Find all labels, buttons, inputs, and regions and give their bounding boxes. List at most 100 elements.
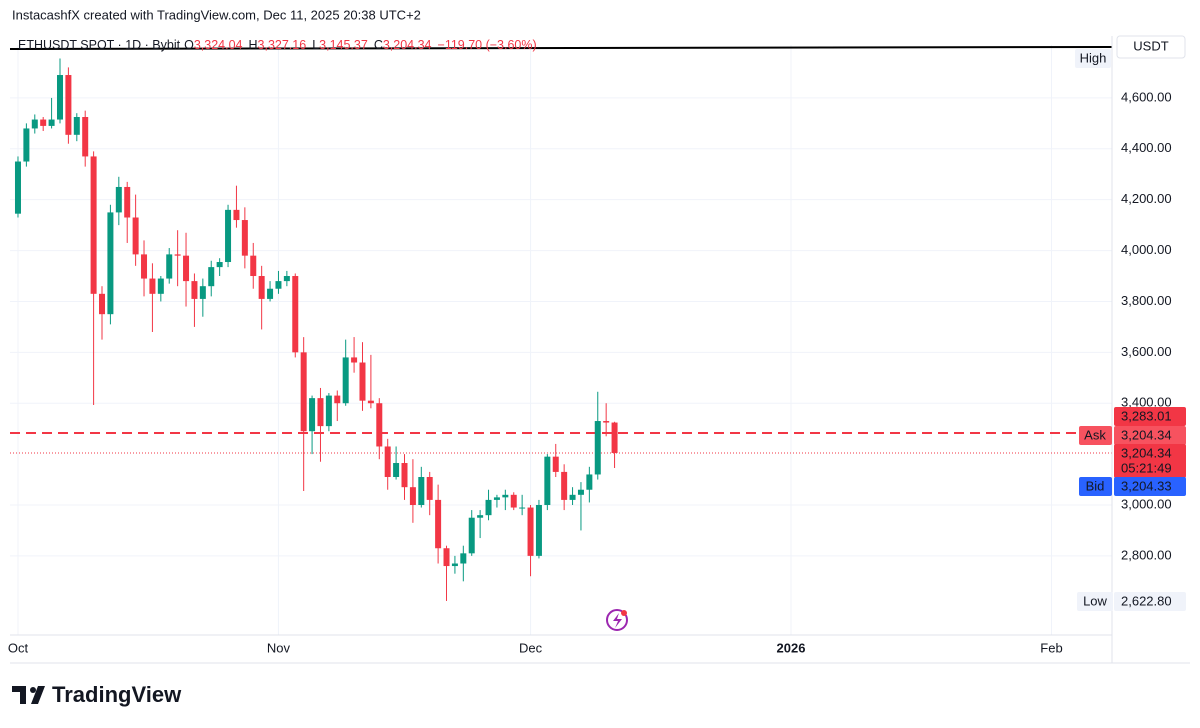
candle-body bbox=[82, 117, 89, 157]
price-label: 3,204.34 bbox=[1121, 427, 1172, 442]
candle-body bbox=[603, 421, 610, 423]
candle-body bbox=[132, 217, 139, 255]
candle-body bbox=[250, 255, 257, 277]
candle-body bbox=[535, 504, 542, 556]
candle-body bbox=[317, 398, 324, 427]
icon-dot[interactable] bbox=[621, 610, 627, 616]
candle-body bbox=[48, 119, 55, 126]
price-label-box bbox=[1114, 477, 1186, 496]
y-tick-label: 2,800.00 bbox=[1121, 547, 1172, 562]
candle-body bbox=[292, 276, 299, 353]
legend: ETHUSDT SPOT · 1D · Bybit O3,324.04 H3,327… bbox=[18, 38, 537, 52]
drawn-line bbox=[9, 46, 1113, 50]
candle-body bbox=[552, 456, 559, 472]
candle-body bbox=[384, 446, 391, 478]
y-tick-label: 3,800.00 bbox=[1121, 293, 1172, 308]
candle-body bbox=[267, 288, 274, 299]
price-label: 3,283.01 bbox=[1121, 408, 1172, 423]
candle-body bbox=[569, 494, 576, 500]
candle-body bbox=[334, 395, 341, 404]
low-value-box bbox=[1114, 591, 1186, 611]
candle-body bbox=[586, 474, 593, 490]
countdown: 05:21:49 bbox=[1121, 460, 1172, 475]
y-tick-label: 4,600.00 bbox=[1121, 89, 1172, 104]
legend-value: 3,327.16 bbox=[258, 38, 307, 52]
candle-body bbox=[216, 262, 223, 268]
candle-body bbox=[225, 209, 232, 263]
candle-body bbox=[418, 477, 425, 505]
candle-body bbox=[208, 267, 215, 287]
legend-value: 3,324.04 bbox=[194, 38, 243, 52]
price-tag: Ask bbox=[1084, 427, 1106, 442]
currency[interactable]: USDT bbox=[1133, 38, 1168, 53]
y-tick-label: 4,400.00 bbox=[1121, 140, 1172, 155]
candle-body bbox=[409, 487, 416, 505]
candle-body bbox=[561, 471, 568, 500]
candle-body bbox=[611, 422, 618, 454]
candle-body bbox=[493, 497, 500, 500]
high-tag: High bbox=[1080, 50, 1107, 65]
candle-body bbox=[451, 563, 458, 567]
candle-body bbox=[460, 553, 467, 564]
x-tick-label: Nov bbox=[267, 640, 291, 655]
candle-body bbox=[233, 209, 240, 221]
candle-body bbox=[90, 156, 97, 294]
price-label-box bbox=[1114, 426, 1186, 445]
legend-key: L bbox=[312, 38, 319, 52]
candle-body bbox=[577, 489, 584, 495]
icon-ring[interactable] bbox=[606, 609, 628, 631]
candle-body bbox=[594, 421, 601, 475]
currency-box[interactable] bbox=[1116, 35, 1186, 59]
candle-body bbox=[393, 463, 400, 478]
candle-body bbox=[115, 186, 122, 213]
candle-body bbox=[510, 494, 517, 508]
y-tick-label: 3,600.00 bbox=[1121, 344, 1172, 359]
candle-body bbox=[342, 357, 349, 404]
candle-body bbox=[56, 75, 63, 120]
y-tick-label: 4,000.00 bbox=[1121, 242, 1172, 257]
candle-body bbox=[309, 398, 316, 432]
candle-body bbox=[183, 255, 190, 282]
candle-body bbox=[502, 494, 509, 498]
candle-body bbox=[258, 276, 265, 299]
high-tag-box bbox=[1075, 49, 1111, 68]
candle-body bbox=[519, 507, 526, 509]
plot-area bbox=[10, 45, 1112, 635]
candle-body bbox=[359, 362, 366, 401]
price-label-box bbox=[1114, 444, 1186, 478]
price-label: 3,204.33 bbox=[1121, 478, 1172, 493]
candle-body bbox=[468, 517, 475, 554]
price-tag: Bid bbox=[1086, 478, 1105, 493]
low-value: 2,622.80 bbox=[1121, 593, 1172, 608]
candle-body bbox=[31, 119, 38, 129]
candle-body bbox=[40, 119, 47, 126]
y-tick-label: 3,400.00 bbox=[1121, 395, 1172, 410]
candle-body bbox=[99, 293, 106, 315]
price-label-box bbox=[1114, 407, 1186, 426]
x-tick-label: Feb bbox=[1040, 640, 1062, 655]
candle-body bbox=[527, 507, 534, 556]
low-tag: Low bbox=[1083, 593, 1107, 608]
candle-body bbox=[157, 278, 164, 294]
logo-mark bbox=[12, 686, 45, 704]
candle-body bbox=[367, 400, 374, 404]
legend-title: ETHUSDT SPOT · 1D · Bybit bbox=[18, 38, 181, 52]
legend-key: C bbox=[374, 38, 383, 52]
logo-dot bbox=[30, 687, 36, 693]
candle-body bbox=[73, 117, 80, 135]
y-tick-label: 3,000.00 bbox=[1121, 496, 1172, 511]
candle-body bbox=[199, 286, 206, 299]
x-tick-label: 2026 bbox=[777, 640, 806, 655]
legend-change: −119.70 (−3.60%) bbox=[438, 38, 537, 52]
price-tag-box bbox=[1079, 477, 1112, 496]
candle-body bbox=[325, 395, 332, 427]
candle-body bbox=[300, 352, 307, 432]
legend-value: 3,204.34 bbox=[383, 38, 432, 52]
candle-body bbox=[477, 515, 484, 518]
candle-body bbox=[124, 186, 131, 218]
icon-bolt[interactable] bbox=[613, 613, 622, 628]
legend-value: 3,145.37 bbox=[319, 38, 368, 52]
candle-body bbox=[351, 357, 358, 363]
alert-icon[interactable] bbox=[606, 609, 628, 631]
